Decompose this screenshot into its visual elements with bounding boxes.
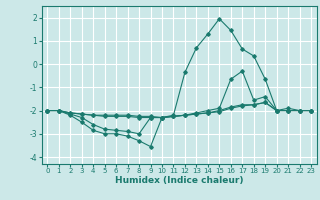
X-axis label: Humidex (Indice chaleur): Humidex (Indice chaleur) — [115, 176, 244, 185]
